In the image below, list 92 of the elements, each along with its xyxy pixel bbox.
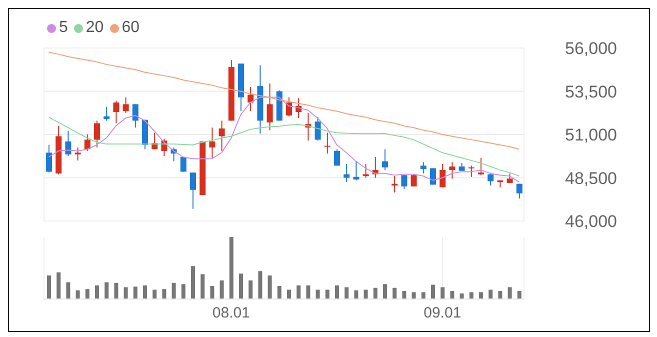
bar [488, 290, 493, 299]
bar [287, 290, 291, 299]
bar [95, 285, 99, 299]
bar [76, 290, 80, 299]
candlestick [344, 163, 350, 183]
bar [412, 292, 416, 299]
bar [460, 293, 464, 299]
bar [104, 282, 109, 299]
bar [392, 288, 397, 299]
candlestick [218, 120, 225, 152]
x-tick-label: 09.01 [424, 304, 462, 322]
bar [440, 287, 445, 299]
bar [354, 290, 358, 299]
candlestick [94, 120, 100, 148]
candlestick [266, 82, 273, 131]
y-tick-label: 48,500 [565, 168, 617, 188]
y-tick-label: 51,000 [565, 126, 617, 145]
candlestick [334, 148, 340, 166]
bar [133, 286, 138, 299]
bar [383, 284, 387, 299]
legend-label: 60 [122, 19, 140, 37]
candlestick [410, 174, 417, 187]
candlestick [324, 132, 330, 154]
y-tick-label: 46,000 [565, 212, 617, 232]
bar [306, 285, 310, 299]
line-series [48, 116, 520, 177]
candlestick [113, 100, 120, 124]
bar [200, 274, 205, 299]
candlestick [488, 172, 494, 186]
legend-label: 5 [59, 19, 68, 37]
x-tick-label: 08.01 [212, 304, 250, 322]
y-tick-label: 56,000 [565, 39, 617, 58]
bar [181, 284, 186, 299]
bar [66, 282, 70, 299]
candlestick [449, 162, 456, 180]
bar [450, 290, 454, 299]
candlestick [46, 144, 52, 174]
bar [508, 287, 512, 299]
bar [344, 287, 349, 299]
bar [498, 290, 502, 299]
bar [469, 292, 474, 299]
candlestick [286, 96, 292, 117]
bar [364, 290, 368, 299]
candlestick [401, 174, 408, 190]
candlestick [74, 146, 81, 161]
bar [210, 286, 214, 299]
candlestick [65, 130, 72, 157]
bar [114, 282, 118, 299]
bar [56, 272, 61, 299]
bar [172, 282, 176, 299]
bar [517, 290, 522, 299]
bar [143, 285, 147, 299]
candlestick [314, 116, 321, 142]
legend-label: 20 [86, 19, 104, 37]
bar [325, 290, 330, 299]
candlestick [132, 104, 138, 128]
candlestick [353, 160, 360, 181]
candlestick [84, 134, 90, 152]
bar [248, 280, 253, 299]
candlestick [516, 183, 522, 200]
bar [220, 280, 224, 299]
bar [258, 271, 262, 299]
bar [296, 285, 301, 299]
bar [268, 275, 272, 299]
bar [152, 290, 157, 299]
candlestick [209, 127, 216, 158]
candlestick [440, 163, 446, 188]
bar [479, 292, 483, 299]
candlestick [506, 172, 513, 184]
bar [316, 290, 320, 299]
candlestick [468, 165, 474, 178]
bar [277, 286, 282, 299]
bar [431, 284, 435, 299]
bar [47, 275, 51, 299]
y-tick-label: 53,500 [565, 82, 617, 102]
bar [239, 274, 243, 299]
bar [124, 287, 128, 299]
candlestick [122, 96, 129, 114]
bar [162, 289, 166, 299]
candlestick [382, 148, 388, 170]
bar [85, 289, 90, 299]
candlestick [190, 172, 196, 210]
bar [421, 292, 426, 299]
candlestick [248, 86, 254, 112]
candlestick [478, 157, 484, 176]
candlestick [420, 162, 426, 174]
bar [402, 290, 406, 299]
bar [335, 285, 339, 299]
bar [373, 288, 378, 299]
line-series [48, 52, 520, 150]
candlestick [104, 106, 110, 122]
bar [191, 266, 195, 299]
